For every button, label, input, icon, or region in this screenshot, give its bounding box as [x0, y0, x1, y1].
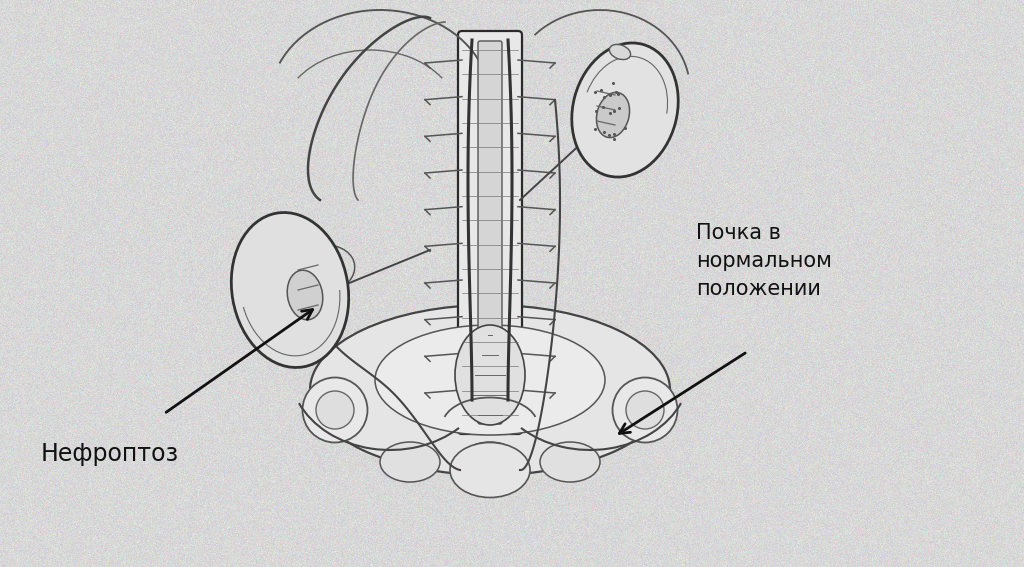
FancyArrowPatch shape — [166, 310, 312, 412]
FancyBboxPatch shape — [458, 31, 522, 434]
Ellipse shape — [231, 213, 349, 367]
Ellipse shape — [287, 270, 323, 320]
FancyArrowPatch shape — [620, 353, 745, 433]
Ellipse shape — [380, 442, 440, 482]
FancyBboxPatch shape — [478, 41, 502, 424]
Ellipse shape — [375, 325, 605, 435]
Ellipse shape — [609, 44, 631, 60]
Text: Почка в
нормальном
положении: Почка в нормальном положении — [696, 223, 833, 299]
Ellipse shape — [460, 442, 520, 482]
Ellipse shape — [302, 378, 368, 442]
Ellipse shape — [455, 325, 525, 425]
Ellipse shape — [316, 391, 354, 429]
Ellipse shape — [612, 378, 678, 442]
Ellipse shape — [540, 442, 600, 482]
Ellipse shape — [596, 92, 630, 138]
Ellipse shape — [626, 391, 664, 429]
Text: Нефроптоз: Нефроптоз — [41, 442, 179, 466]
Ellipse shape — [571, 43, 678, 177]
Ellipse shape — [450, 442, 530, 497]
Ellipse shape — [310, 305, 670, 475]
